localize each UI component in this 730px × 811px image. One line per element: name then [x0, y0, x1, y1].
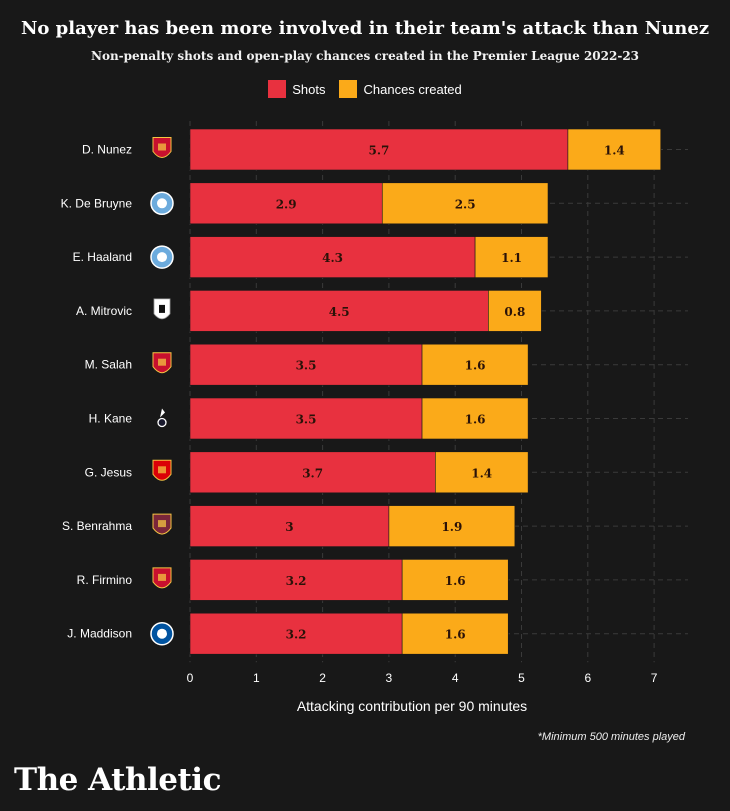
bar-chances-created [381, 182, 549, 225]
data-label-chances: 1.6 [465, 359, 486, 373]
bar-shots [189, 290, 489, 332]
data-label-shots: 3.7 [302, 466, 323, 480]
data-label-chances: 1.9 [441, 520, 462, 534]
legend: Shots Chances created [0, 80, 730, 98]
crest-shape [157, 417, 167, 428]
category-label: M. Salah [85, 358, 132, 372]
data-label-shots: 3 [285, 520, 293, 534]
data-label-shots: 4.3 [322, 251, 343, 265]
bar-shots [189, 182, 383, 225]
bar-chances-created [421, 397, 529, 440]
crest-detail [158, 466, 166, 474]
legend-item-chances: Chances created [339, 80, 462, 98]
liverpool-crest-icon [152, 352, 172, 374]
crest-detail [157, 252, 167, 263]
bar-shots [189, 397, 423, 440]
category-label: G. Jesus [85, 465, 132, 479]
x-tick-label: 3 [386, 671, 393, 685]
arsenal-crest-icon [152, 459, 172, 481]
bar-chances-created [567, 128, 662, 171]
data-label-chances: 1.4 [604, 144, 625, 158]
data-label-shots: 3.5 [296, 413, 317, 427]
legend-swatch-shots [268, 80, 287, 98]
legend-label-shots: Shots [292, 81, 326, 97]
x-tick-label: 2 [319, 671, 326, 685]
bar-shots [189, 451, 436, 494]
chart-subtitle: Non-penalty shots and open-play chances … [90, 49, 640, 63]
bar-chances-created [435, 451, 529, 494]
west-ham-crest-icon [152, 513, 172, 535]
footnote: *Minimum 500 minutes played [537, 731, 685, 743]
category-label: D. Nunez [82, 143, 132, 157]
category-label: K. De Bruyne [61, 196, 133, 210]
bar-chances-created [488, 290, 542, 332]
category-label: A. Mitrovic [76, 304, 132, 318]
category-label: R. Firmino [77, 573, 133, 587]
bar-chances-created [388, 505, 516, 547]
liverpool-crest-icon [152, 137, 172, 158]
bar-chart: 5.7 1.4 D. Nunez 2.9 2.5 K. De Bruyne 4.3 1.1 E.… [61, 121, 688, 714]
data-label-shots: 5.7 [369, 144, 390, 158]
x-tick-label: 0 [187, 671, 194, 685]
data-label-shots: 4.5 [329, 305, 350, 319]
data-label-shots: 3.2 [286, 628, 307, 642]
crest-detail [157, 628, 167, 639]
tottenham-crest-icon [157, 408, 167, 428]
crest-detail [158, 358, 166, 366]
legend-item-shots: Shots [268, 80, 325, 98]
data-label-chances: 1.6 [445, 628, 466, 642]
category-label: H. Kane [89, 412, 133, 426]
bar-shots [189, 559, 403, 601]
bar-chances-created [474, 236, 549, 278]
crest-detail [159, 304, 165, 313]
bar-chances-created [401, 559, 509, 601]
data-label-chances: 1.1 [501, 251, 522, 265]
data-label-chances: 1.6 [445, 574, 466, 588]
x-tick-label: 5 [518, 671, 525, 685]
data-label-chances: 1.6 [465, 413, 486, 427]
category-label: J. Maddison [67, 627, 132, 641]
data-label-shots: 3.5 [296, 359, 317, 373]
category-label: S. Benrahma [62, 519, 132, 533]
chart-title: No player has been more involved in thei… [20, 18, 710, 39]
liverpool-crest-icon [152, 567, 172, 589]
crest-detail [158, 143, 166, 151]
legend-label-chances: Chances created [363, 81, 462, 97]
bar-shots [189, 505, 390, 547]
data-label-shots: 2.9 [276, 197, 297, 211]
leicester-crest-icon [150, 621, 174, 646]
x-tick-label: 4 [452, 671, 459, 685]
bar-shots [189, 236, 476, 278]
data-label-chances: 0.8 [504, 305, 525, 319]
x-tick-label: 6 [584, 671, 591, 685]
bar-shots [189, 343, 423, 386]
crest-detail [157, 198, 167, 209]
bar-shots [189, 612, 403, 655]
bar-shots [189, 128, 569, 171]
data-label-shots: 3.2 [286, 574, 307, 588]
man-city-crest-icon [150, 245, 174, 269]
fulham-crest-icon [153, 298, 171, 320]
data-label-chances: 2.5 [455, 197, 476, 211]
category-label: E. Haaland [73, 250, 132, 264]
legend-swatch-chances [339, 80, 358, 98]
crest-detail [158, 573, 166, 581]
x-tick-label: 7 [651, 671, 658, 685]
man-city-crest-icon [150, 191, 174, 216]
x-axis-label: Attacking contribution per 90 minutes [297, 698, 527, 714]
x-tick-label: 1 [253, 671, 260, 685]
crest-detail [160, 408, 165, 418]
bar-chances-created [401, 612, 509, 655]
brand-logo: The Athletic [14, 762, 221, 798]
data-label-chances: 1.4 [471, 466, 492, 480]
bar-chances-created [421, 343, 529, 386]
crest-detail [158, 520, 166, 528]
